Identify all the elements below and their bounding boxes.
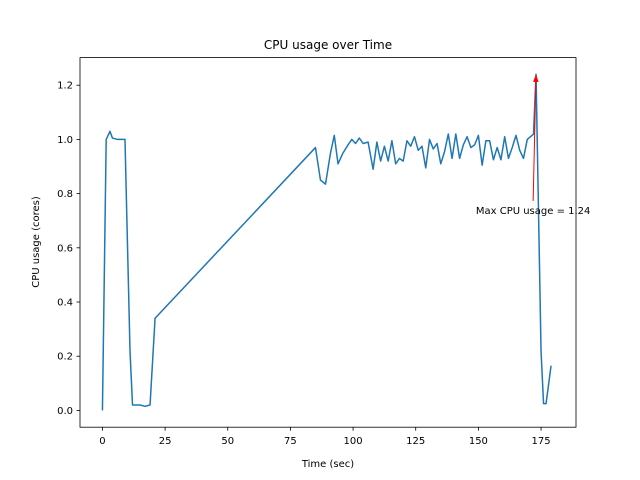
y-tick-label: 0.8 xyxy=(57,189,73,200)
x-axis-label: Time (sec) xyxy=(301,459,354,470)
plot-frame xyxy=(79,57,577,428)
y-tick-label: 0.4 xyxy=(57,298,73,309)
x-tick-label: 25 xyxy=(159,436,172,447)
line-series xyxy=(101,73,552,411)
y-tick-label: 1.0 xyxy=(57,135,73,146)
annotation-text: Max CPU usage = 1.24 xyxy=(476,206,591,217)
y-tick-label: 0.6 xyxy=(57,243,73,254)
chart-title: CPU usage over Time xyxy=(264,38,392,52)
x-tick-label: 175 xyxy=(531,436,550,447)
x-tick-label: 75 xyxy=(284,436,297,447)
y-axis-label: CPU usage (cores) xyxy=(31,196,42,288)
y-tick-label: 0.2 xyxy=(57,352,73,363)
y-tick-label: 1.2 xyxy=(57,81,73,92)
x-tick-label: 0 xyxy=(99,436,105,447)
x-tick-label: 150 xyxy=(469,436,488,447)
x-tick-label: 125 xyxy=(406,436,425,447)
x-tick-label: 50 xyxy=(221,436,234,447)
y-tick-label: 0.0 xyxy=(57,406,73,417)
x-tick-label: 100 xyxy=(344,436,363,447)
annotation-arrowhead xyxy=(533,74,539,82)
annotation-arrow xyxy=(532,74,537,201)
